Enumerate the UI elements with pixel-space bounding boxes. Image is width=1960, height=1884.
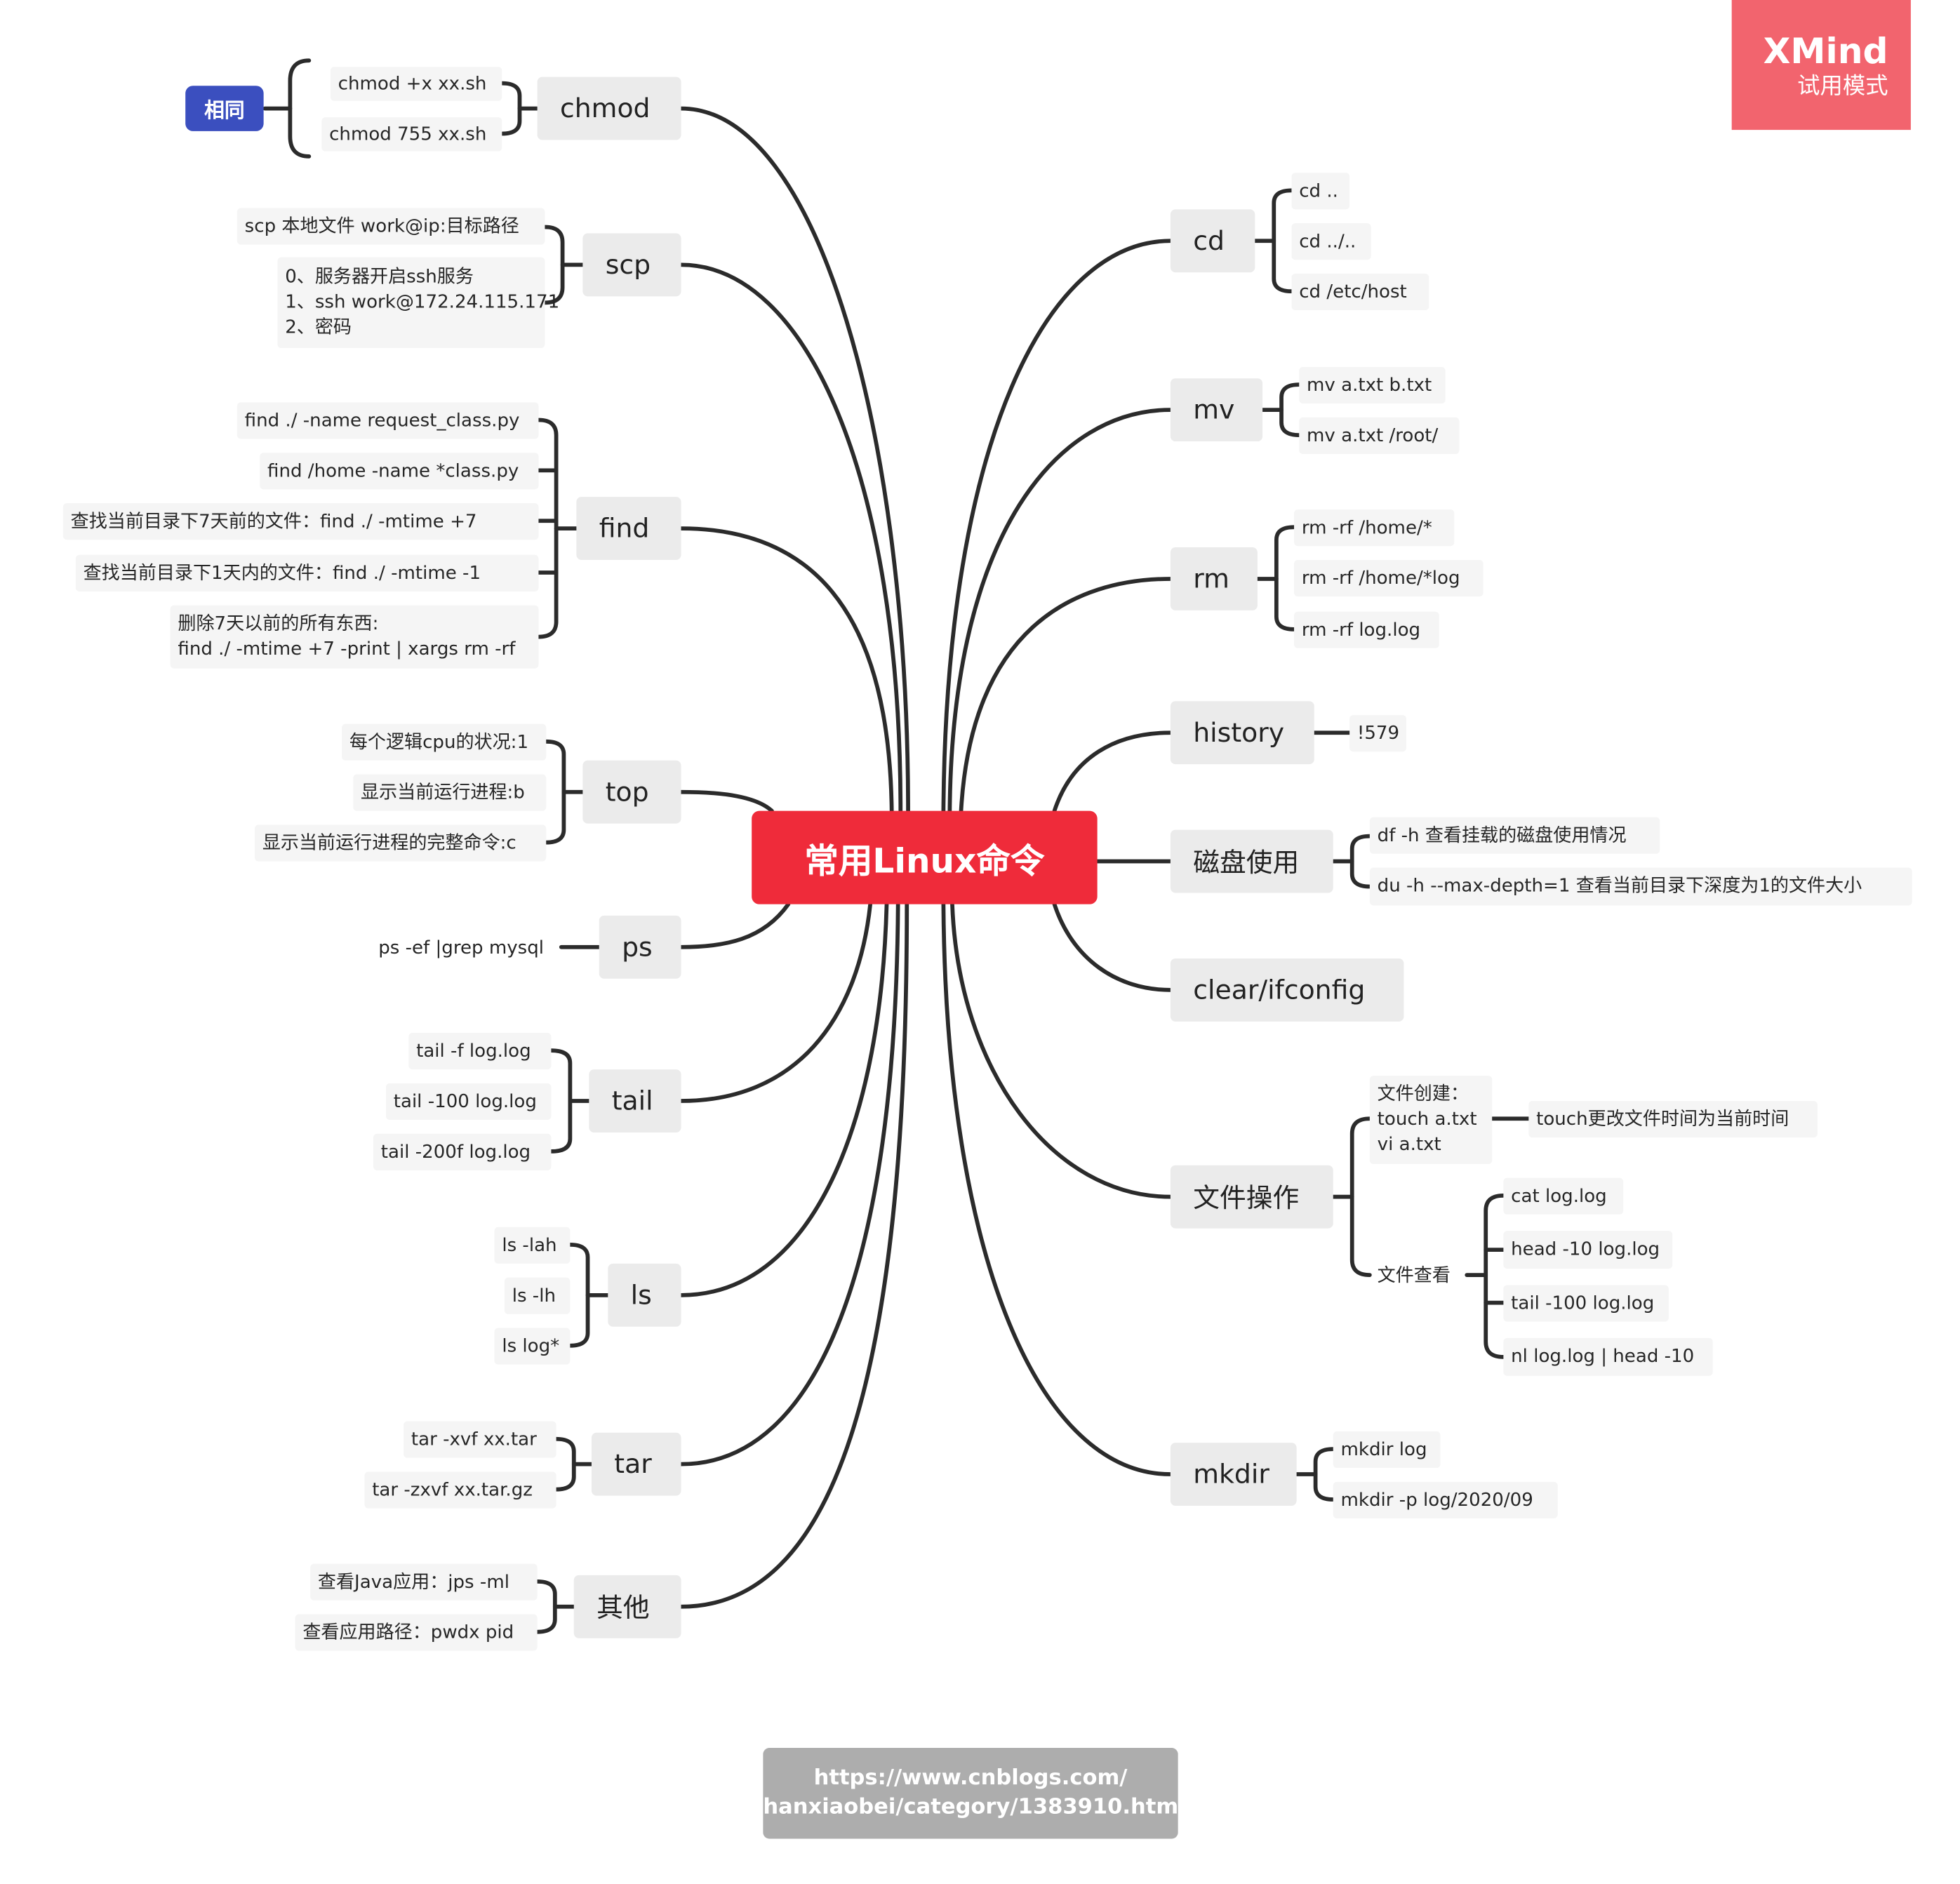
chmod-item-1[interactable]: chmod +x xx.sh xyxy=(330,67,502,101)
chmod-item-2[interactable]: chmod 755 xx.sh xyxy=(321,117,502,152)
mv-item-2[interactable]: mv a.txt /root/ xyxy=(1299,417,1460,455)
scp-item-2[interactable]: 0、服务器开启ssh服务 1、ssh work@172.24.115.171 2… xyxy=(277,257,559,349)
tar-item-2[interactable]: tar -zxvf xx.tar.gz xyxy=(364,1471,556,1509)
footer-url-line-1: https://www.cnblogs.com/ xyxy=(813,1765,1128,1791)
mkdir-item-2[interactable]: mkdir -p log/2020/09 xyxy=(1333,1481,1558,1518)
cd-item-1[interactable]: cd .. xyxy=(1291,173,1350,210)
tail-item-3[interactable]: tail -200f log.log xyxy=(373,1133,552,1170)
find-item-4[interactable]: 查找当前目录下1天内的文件：find ./ -mtime -1 xyxy=(75,554,539,592)
topic-scp[interactable]: scp xyxy=(582,233,681,297)
other-item-2[interactable]: 查看应用路径：pwdx pid xyxy=(295,1614,538,1651)
top-item-1[interactable]: 每个逻辑cpu的状况:1 xyxy=(342,723,547,761)
watermark-title: XMind xyxy=(1763,30,1888,72)
topic-clear-ifconfig[interactable]: clear/ifconfig xyxy=(1170,958,1404,1022)
watermark-subtitle: 试用模式 xyxy=(1797,73,1888,100)
xmind-watermark: XMind 试用模式 xyxy=(1731,0,1911,131)
link-root-chmod xyxy=(679,106,910,813)
find-item-3[interactable]: 查找当前目录下7天前的文件：find ./ -mtime +7 xyxy=(62,503,539,540)
footer-url-line-2: hanxiaobei/category/1383910.html xyxy=(763,1794,1186,1820)
topic-mkdir[interactable]: mkdir xyxy=(1170,1443,1297,1506)
link-root-file xyxy=(950,902,1173,1199)
link-root-find xyxy=(679,526,894,813)
tail-item-2[interactable]: tail -100 log.log xyxy=(385,1083,552,1121)
link-root-rm xyxy=(959,577,1173,813)
disk-item-1[interactable]: df -h 查看挂载的磁盘使用情况 xyxy=(1369,817,1660,854)
file-view-item-3[interactable]: tail -100 log.log xyxy=(1503,1285,1669,1322)
find-item-5[interactable]: 删除7天以前的所有东西: find ./ -mtime +7 -print | … xyxy=(170,605,539,669)
file-create[interactable]: 文件创建： touch a.txt vi a.txt xyxy=(1369,1076,1493,1164)
topic-disk-usage[interactable]: 磁盘使用 xyxy=(1170,829,1333,893)
link-root-clear xyxy=(1052,902,1173,992)
cd-item-2[interactable]: cd ../.. xyxy=(1291,223,1371,260)
other-item-1[interactable]: 查看Java应用：jps -ml xyxy=(310,1563,538,1601)
link-root-tar xyxy=(679,902,900,1467)
tail-item-1[interactable]: tail -f log.log xyxy=(408,1032,552,1070)
rm-item-2[interactable]: rm -rf /home/*log xyxy=(1294,560,1484,597)
link-root-tail xyxy=(679,902,873,1103)
topic-history[interactable]: history xyxy=(1170,701,1314,765)
history-item-1[interactable]: !579 xyxy=(1349,715,1406,752)
link-root-cd xyxy=(941,239,1173,813)
topic-mv[interactable]: mv xyxy=(1170,378,1263,442)
link-root-history xyxy=(1052,730,1173,813)
link-root-top xyxy=(679,789,774,813)
topic-file-operations[interactable]: 文件操作 xyxy=(1170,1165,1333,1229)
mv-item-1[interactable]: mv a.txt b.txt xyxy=(1299,367,1446,404)
link-root-ls xyxy=(679,902,889,1297)
rm-item-3[interactable]: rm -rf log.log xyxy=(1294,611,1439,648)
topic-ps[interactable]: ps xyxy=(599,915,681,979)
find-item-2[interactable]: find /home -name *class.py xyxy=(260,453,539,490)
link-root-mv xyxy=(947,408,1173,813)
link-root-ps xyxy=(679,902,791,949)
cd-item-3[interactable]: cd /etc/host xyxy=(1291,274,1429,311)
link-root-scp xyxy=(679,262,903,813)
topic-tar[interactable]: tar xyxy=(591,1432,681,1496)
file-view-item-1[interactable]: cat log.log xyxy=(1503,1177,1624,1215)
scp-item-1[interactable]: scp 本地文件 work@ip:目标路径 xyxy=(236,208,545,245)
topic-ls[interactable]: ls xyxy=(608,1263,681,1327)
mkdir-item-1[interactable]: mkdir log xyxy=(1333,1431,1441,1469)
rm-item-1[interactable]: rm -rf /home/* xyxy=(1294,509,1455,547)
ps-item-1[interactable]: ps -ef |grep mysql xyxy=(378,937,545,958)
disk-item-2[interactable]: du -h --max-depth=1 查看当前目录下深度为1的文件大小 xyxy=(1369,867,1912,906)
topic-find[interactable]: find xyxy=(576,497,681,561)
link-root-mkdir xyxy=(941,902,1173,1476)
topic-cd[interactable]: cd xyxy=(1170,209,1255,273)
ls-item-1[interactable]: ls -lah xyxy=(494,1227,571,1264)
ls-item-2[interactable]: ls -lh xyxy=(504,1277,571,1314)
link-root-other xyxy=(679,902,909,1609)
topic-chmod[interactable]: chmod xyxy=(537,76,681,140)
tar-item-1[interactable]: tar -xvf xx.tar xyxy=(404,1421,556,1458)
ls-item-3[interactable]: ls log* xyxy=(494,1328,571,1365)
topic-rm[interactable]: rm xyxy=(1170,547,1258,610)
topic-top[interactable]: top xyxy=(582,760,681,824)
file-view-item-2[interactable]: head -10 log.log xyxy=(1503,1231,1673,1269)
top-item-3[interactable]: 显示当前运行进程的完整命令:c xyxy=(255,824,547,862)
root-topic[interactable]: 常用Linux命令 xyxy=(752,810,1098,904)
file-view[interactable]: 文件查看 xyxy=(1377,1265,1451,1286)
topic-other[interactable]: 其他 xyxy=(573,1575,681,1638)
footer-url-banner: https://www.cnblogs.com/ hanxiaobei/cate… xyxy=(763,1748,1186,1839)
find-item-1[interactable]: find ./ -name request_class.py xyxy=(236,402,539,439)
file-create-touch-note[interactable]: touch更改文件时间为当前时间 xyxy=(1528,1101,1818,1138)
topic-tail[interactable]: tail xyxy=(589,1069,681,1133)
file-view-item-4[interactable]: nl log.log | head -10 xyxy=(1503,1337,1713,1376)
top-item-2[interactable]: 显示当前运行进程:b xyxy=(353,774,547,811)
same-tag[interactable]: 相同 xyxy=(185,86,264,131)
